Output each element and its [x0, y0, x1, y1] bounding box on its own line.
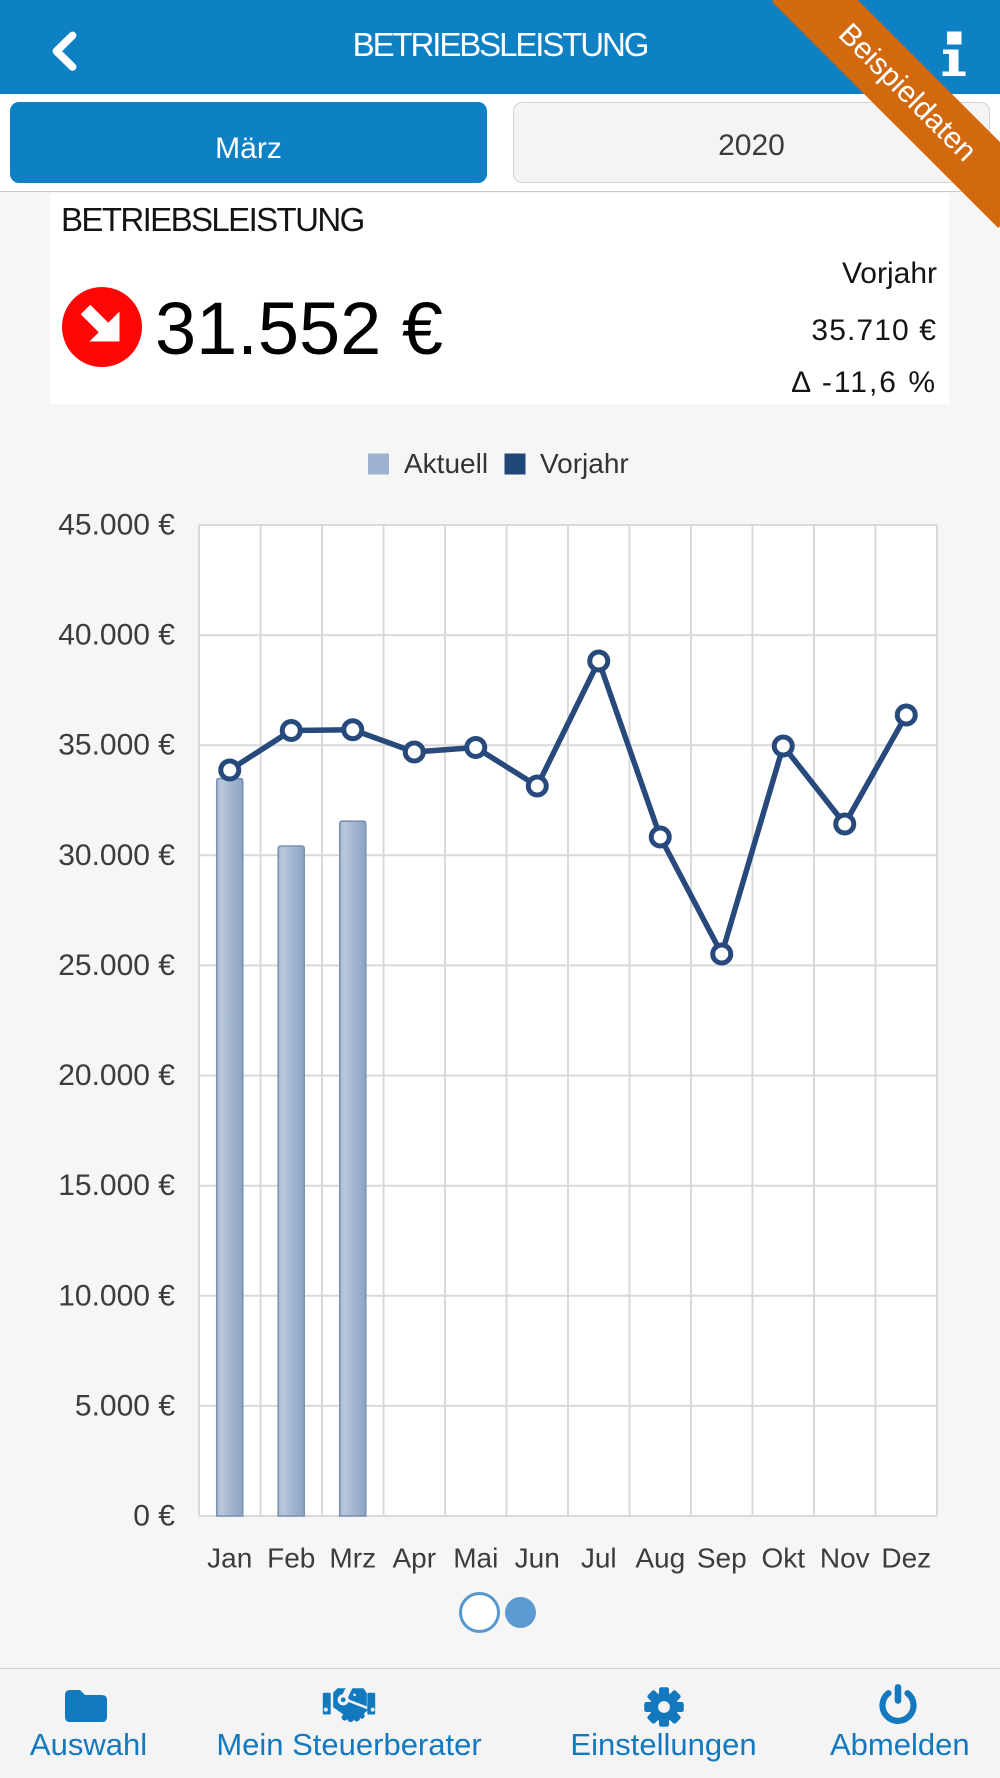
svg-text:Mrz: Mrz [329, 1543, 376, 1574]
svg-text:Aug: Aug [635, 1543, 685, 1574]
svg-text:Sep: Sep [697, 1543, 747, 1574]
svg-text:Jun: Jun [515, 1543, 560, 1574]
svg-text:35.000 €: 35.000 € [58, 729, 175, 762]
svg-text:30.000 €: 30.000 € [58, 839, 175, 872]
svg-text:45.000 €: 45.000 € [58, 509, 175, 542]
svg-text:25.000 €: 25.000 € [58, 949, 175, 982]
svg-text:20.000 €: 20.000 € [58, 1059, 175, 1092]
svg-text:Vorjahr: Vorjahr [540, 448, 629, 479]
svg-text:10.000 €: 10.000 € [58, 1279, 175, 1312]
svg-text:0 €: 0 € [133, 1500, 175, 1533]
svg-text:40.000 €: 40.000 € [58, 619, 175, 652]
svg-text:Jan: Jan [207, 1543, 252, 1574]
svg-text:Apr: Apr [392, 1543, 436, 1574]
svg-text:Feb: Feb [267, 1543, 315, 1574]
svg-text:Dez: Dez [881, 1543, 931, 1574]
svg-text:5.000 €: 5.000 € [75, 1389, 175, 1422]
svg-text:15.000 €: 15.000 € [58, 1169, 175, 1202]
svg-text:Aktuell: Aktuell [404, 448, 488, 479]
svg-text:Jul: Jul [581, 1543, 617, 1574]
svg-text:Mai: Mai [453, 1543, 498, 1574]
svg-text:Nov: Nov [820, 1543, 870, 1574]
svg-text:Okt: Okt [761, 1543, 805, 1574]
